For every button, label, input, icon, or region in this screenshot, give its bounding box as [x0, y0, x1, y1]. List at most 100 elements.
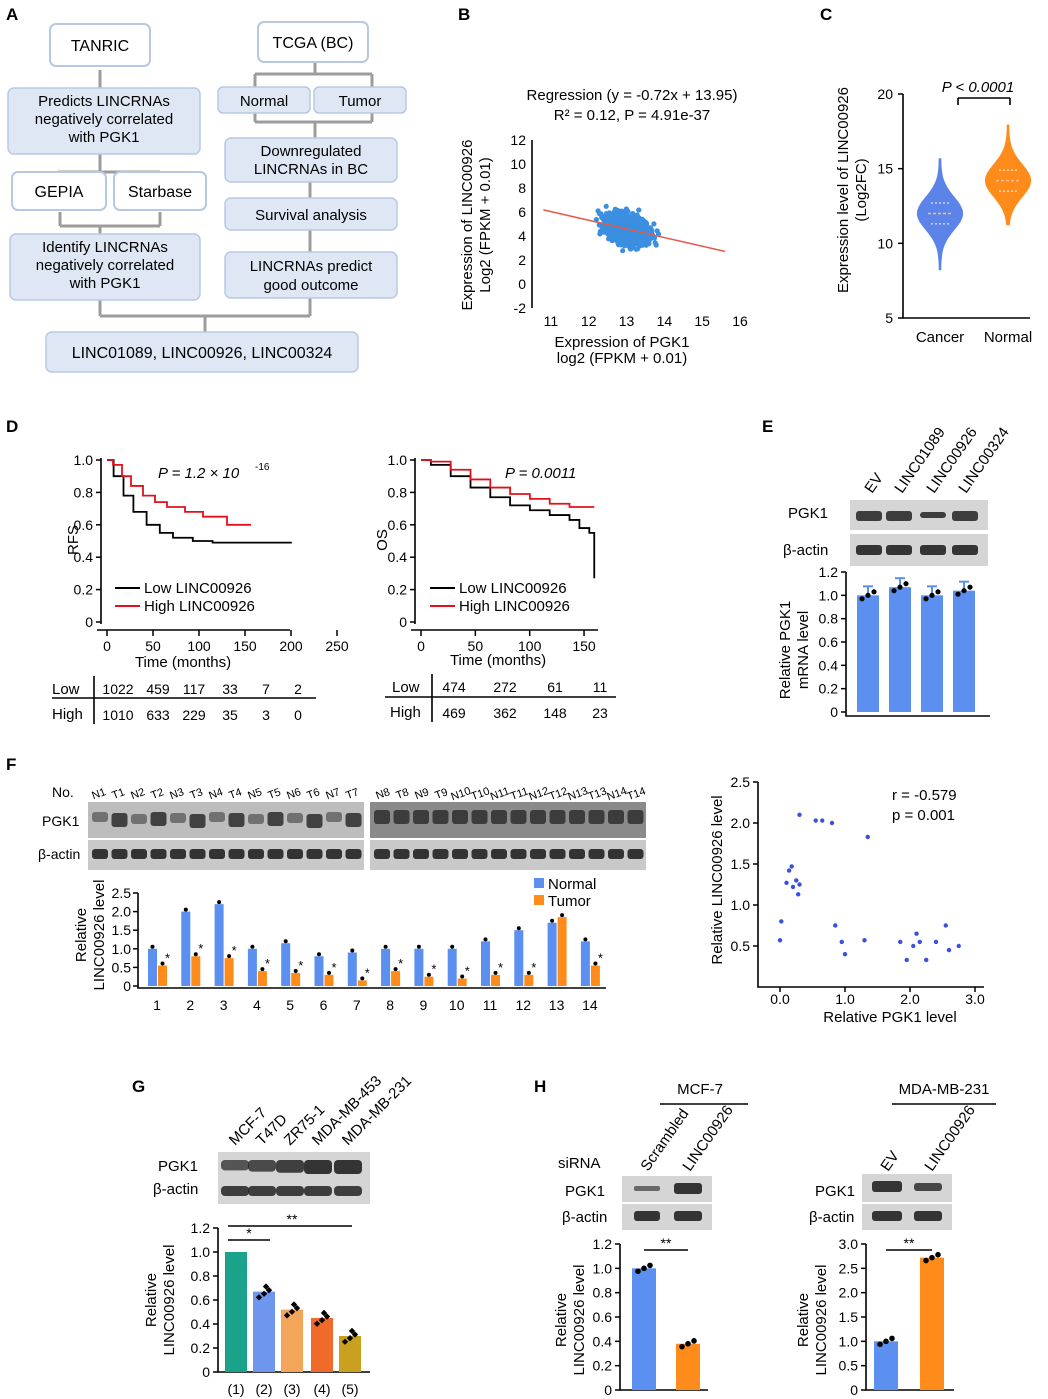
panel-label-f: F: [6, 755, 16, 774]
f-actin-band: [306, 849, 323, 859]
f-lane-label: N12: [527, 785, 550, 803]
d-os-risk-low-count: 272: [493, 679, 517, 695]
f-bar-tumor: [557, 917, 567, 986]
g-bar: [339, 1336, 361, 1372]
identify-line-2: negatively correlated: [36, 257, 174, 274]
h-right-ytick: 2.5: [839, 1260, 859, 1276]
f-lane-label: N2: [129, 786, 146, 802]
f-scatter-p: p = 0.001: [892, 807, 955, 824]
g-ytick: 0.8: [191, 1268, 211, 1284]
f-pgk1-blot-1: [88, 802, 364, 838]
d-rfs-risk-high-count: 1010: [102, 707, 133, 723]
f-actin-band: [413, 849, 429, 859]
g-pgk1-band: [304, 1160, 332, 1174]
f-pgk1-band: [549, 810, 566, 824]
f-dot: [426, 972, 431, 977]
c-violin-normal: [984, 124, 1032, 226]
b-point: [628, 245, 635, 251]
e-actin-label: β-actin: [783, 542, 828, 559]
d-os-risk-high-count: 23: [592, 705, 608, 721]
g-ytick: 0.6: [191, 1292, 211, 1308]
e-dot: [903, 581, 909, 587]
b-point: [603, 228, 609, 234]
b-xticks: 11 12 13 14 15 16: [544, 313, 748, 329]
g-bar: [311, 1318, 333, 1372]
b-xtick: 16: [732, 313, 748, 329]
e-dot: [967, 584, 973, 590]
h-left-dot: [679, 1343, 685, 1350]
e-ytick: 0.4: [819, 657, 839, 673]
f-bar-normal: [547, 922, 557, 986]
f-lane-label: N9: [413, 786, 430, 802]
e-ylabel-1: Relative PGK1: [777, 601, 794, 699]
d-os-ytick: 1.0: [388, 452, 408, 468]
predicts-line-2: negatively correlated: [35, 111, 173, 128]
d-os-risk-high-count: 148: [543, 705, 567, 721]
g-ytick: 1.2: [191, 1220, 211, 1236]
g-sig-star-2: **: [287, 1211, 298, 1227]
h-right-dot: [929, 1254, 935, 1261]
f-xtick: 10: [449, 997, 465, 1013]
h-right-actin-label: β-actin: [809, 1209, 854, 1226]
f-lane-label: T13: [587, 785, 609, 803]
f-scatter-point: [820, 818, 825, 823]
panel-label-h: H: [534, 1077, 546, 1096]
f-pgk1-band: [209, 812, 225, 822]
f-xtick: 11: [483, 997, 498, 1013]
g-blot-bands: [221, 1160, 362, 1196]
regression-stats: R² = 0.12, P = 4.91e-37: [554, 107, 711, 124]
b-ylabel-2: Log2 (FPKM + 0.01): [477, 157, 494, 292]
d-os-axes-lines: [411, 458, 598, 631]
b-point: [646, 241, 652, 247]
h-left-sig-stars: **: [661, 1235, 672, 1251]
g-ytick: 0: [202, 1364, 210, 1380]
f-scatter-point: [933, 939, 939, 945]
f-xtick: 13: [549, 997, 565, 1013]
f-xtick: 3: [220, 997, 228, 1013]
f-scatter-axes: [757, 782, 984, 988]
f-sig-star: *: [332, 960, 337, 975]
normal-box: Normal: [240, 93, 288, 110]
f-ytick: 1.0: [112, 941, 132, 957]
f-lane-label: T2: [149, 786, 165, 802]
h-right-bar: [874, 1341, 898, 1390]
f-lane-label: N3: [168, 786, 185, 802]
f-bar-normal: [447, 948, 457, 986]
f-lane-labels: N1 T1 N2 T2 N3 T3 N4 T4 N5 T5 N6 T6 N7 T7 N8 T8 N9 T9 N10T…: [90, 785, 647, 803]
e-ytick: 0.2: [819, 681, 839, 697]
f-sig-star: *: [365, 965, 370, 980]
f-scatter-point: [813, 818, 818, 823]
f-scatter-point: [797, 812, 802, 817]
f-scatter-point: [829, 820, 835, 826]
f-pgk1-band: [131, 814, 147, 824]
h-left-dot: [635, 1268, 641, 1275]
e-bar: [921, 595, 943, 712]
d-rfs-legend-high: High LINC00926: [144, 598, 255, 615]
h-left-ytick: 1.2: [593, 1236, 613, 1252]
h-left-ylabel-2: LINC00926 level: [571, 1265, 588, 1376]
f-pgk1-band: [111, 813, 128, 827]
f-pgk1-band: [92, 812, 108, 822]
e-dot: [935, 589, 941, 595]
c-ytick: 10: [877, 235, 893, 251]
f-actin-band: [248, 849, 264, 859]
g-actin-band: [248, 1186, 276, 1196]
f-legend-tumor: Tumor: [548, 893, 591, 910]
b-point: [615, 209, 622, 215]
h-right-bar: [920, 1257, 944, 1390]
d-km-curves: [107, 459, 596, 579]
g-pgk1-label: PGK1: [158, 1158, 198, 1175]
b-xtick: 14: [657, 313, 673, 329]
f-dot: [483, 937, 488, 942]
d-rfs-risk-low-count: 7: [262, 681, 270, 697]
d-os-risk-low-label: Low: [392, 679, 420, 696]
f-bar-normal: [347, 952, 357, 986]
f-sig-star: *: [165, 951, 170, 966]
g-actin-band: [221, 1186, 249, 1196]
h-left-ytick: 1.0: [593, 1260, 613, 1276]
d-os-risk-low-count: 11: [593, 679, 608, 695]
f-pgk1-band: [432, 810, 449, 824]
f-bar-normal: [181, 911, 191, 986]
g-xtick: (1): [227, 1381, 244, 1397]
b-point: [645, 236, 651, 242]
